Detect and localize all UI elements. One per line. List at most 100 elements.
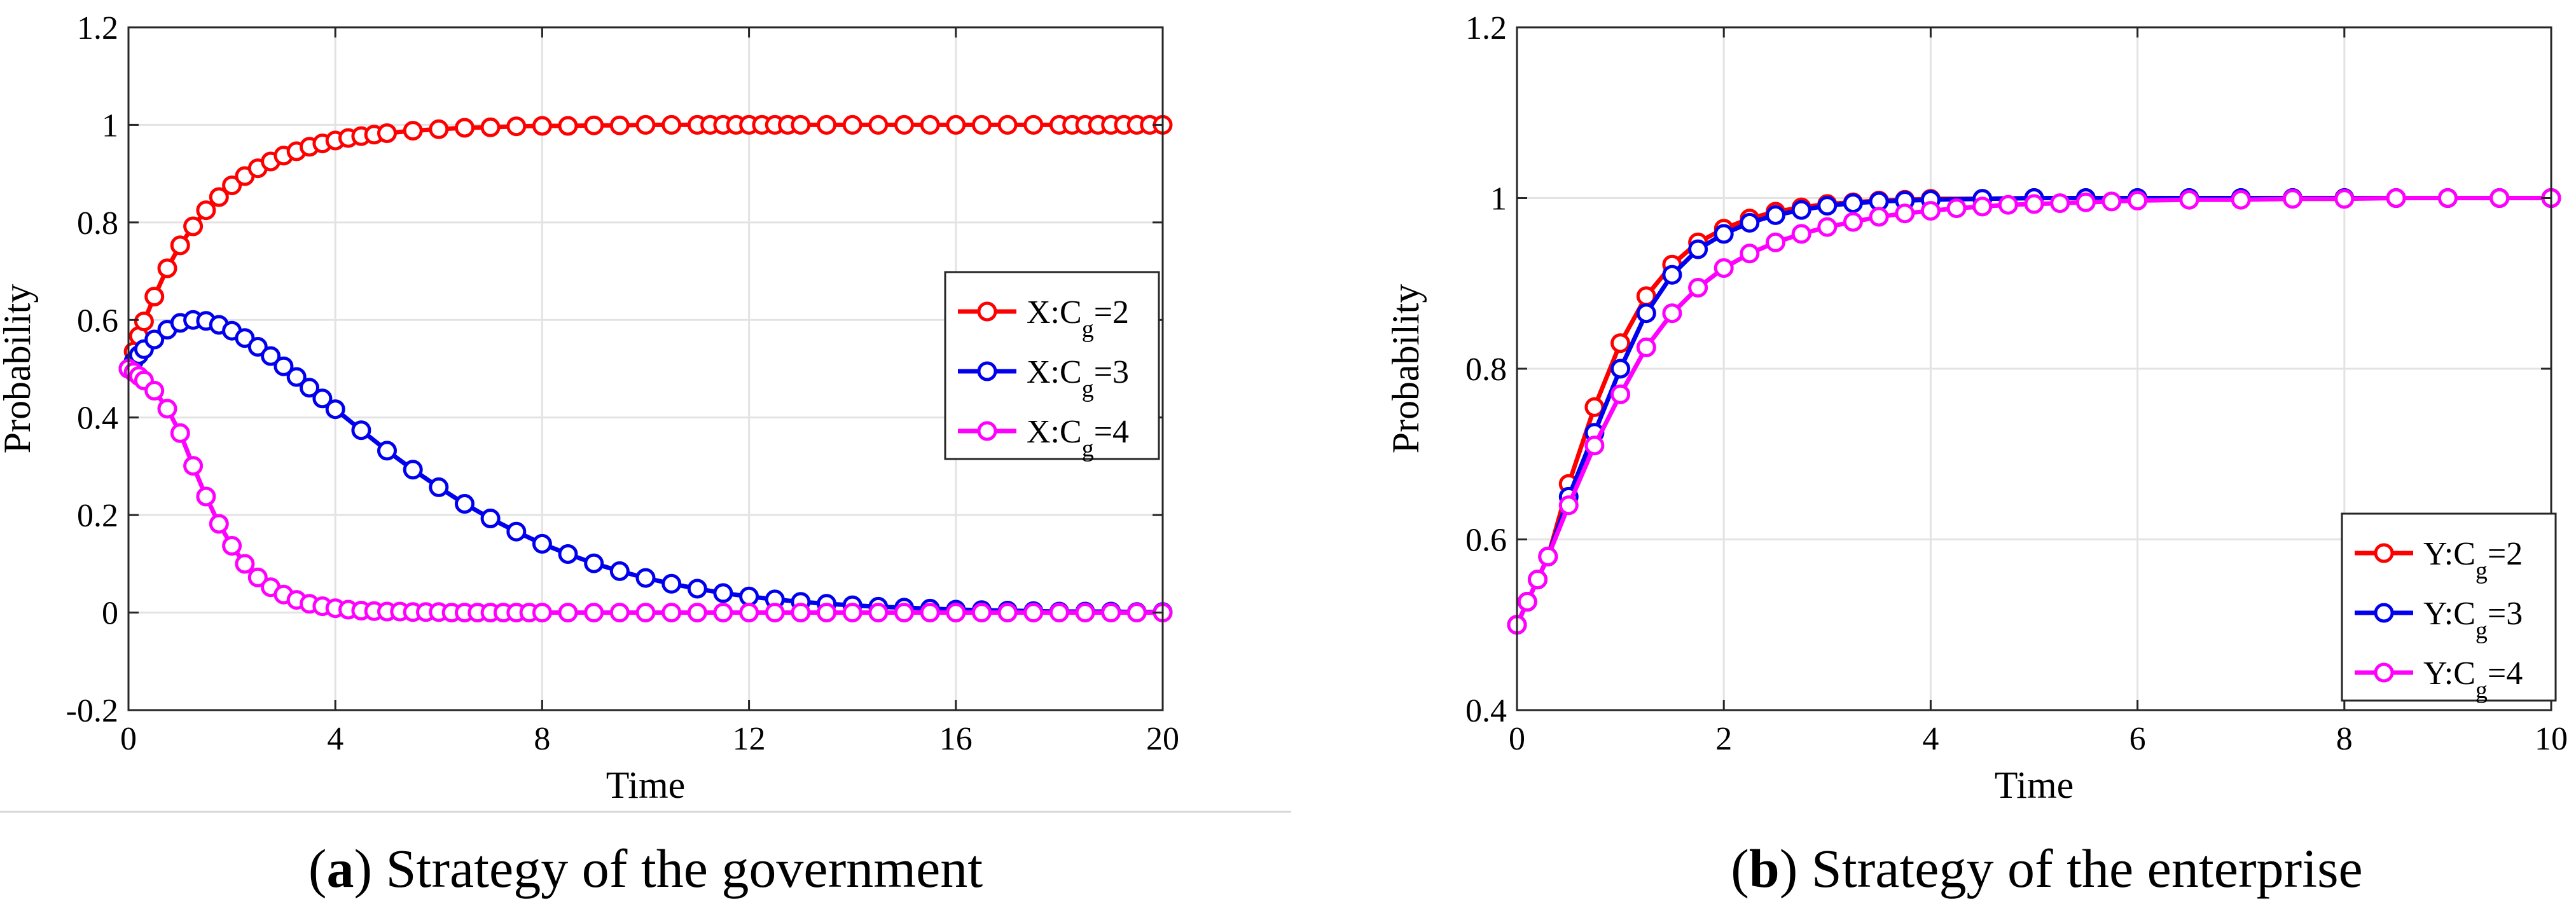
caption-text: Strategy of the enterprise bbox=[1797, 838, 2362, 899]
panel-a-series-1-point bbox=[429, 119, 449, 139]
panel-a-xtick-label: 12 bbox=[733, 721, 766, 757]
panel-a-axes-box bbox=[127, 26, 1164, 711]
panel-a-series-2-point bbox=[558, 544, 578, 564]
panel-a-series-3-point bbox=[971, 603, 992, 623]
legend-subscript: g bbox=[1082, 316, 1094, 343]
legend-name: X:C bbox=[1027, 414, 1082, 450]
panel-a-series-2-point bbox=[584, 553, 604, 573]
legend-value: =2 bbox=[1094, 294, 1129, 331]
panel-b-series-2-point bbox=[1636, 303, 1656, 324]
panel-b-y-axis-label: Probability bbox=[1385, 284, 1427, 454]
panel-b-series-3-point bbox=[1920, 201, 1941, 221]
panel-a-series-1-point bbox=[196, 200, 216, 221]
panel-a-series-1-point bbox=[455, 118, 474, 138]
legend-subscript: g bbox=[2476, 558, 2488, 584]
panel-b-legend-label-1: Y:Cg=2 bbox=[2423, 536, 2523, 584]
panel-a-series-2-point bbox=[403, 460, 423, 480]
legend-value: =2 bbox=[2488, 536, 2523, 572]
panel-a-y-axis-label: Probability bbox=[0, 284, 38, 454]
caption-letter: a bbox=[326, 838, 354, 899]
panel-a-series-1-point bbox=[134, 312, 154, 332]
panel-a-ytick-label: 1 bbox=[102, 107, 118, 144]
panel-b-caption: (b) Strategy of the enterprise bbox=[1731, 838, 2362, 899]
panel-b-series-2-point bbox=[1817, 196, 1838, 216]
panel-a-xtick-label: 0 bbox=[120, 721, 137, 757]
panel-a-series-3-point bbox=[209, 514, 229, 534]
panel-a-series-1-point bbox=[558, 116, 578, 136]
panel-b-series-3-point bbox=[2179, 189, 2199, 210]
panel-b-x-axis-label: Time bbox=[1995, 764, 2074, 806]
panel-a-series-1-point bbox=[971, 114, 992, 135]
panel-b-series-3-point bbox=[1528, 570, 1548, 590]
panel-a-series-3-point bbox=[739, 603, 759, 623]
panel-a-legend-marker-2 bbox=[977, 361, 997, 381]
panel-b-series-3-point bbox=[1817, 217, 1838, 237]
panel-a-series-2-point bbox=[300, 378, 319, 398]
panel-a-x-axis-label: Time bbox=[606, 764, 686, 806]
legend-name: X:C bbox=[1027, 354, 1082, 390]
panel-b-xtick-label: 6 bbox=[2129, 721, 2146, 757]
panel-b-xtick-label: 10 bbox=[2535, 721, 2568, 757]
legend-value: =4 bbox=[2488, 655, 2523, 692]
legend-name: Y:C bbox=[2423, 596, 2476, 632]
panel-b-series-2-point bbox=[1740, 212, 1760, 233]
panel-b-series-3-point bbox=[1869, 207, 1889, 227]
panel-b-legend-marker-1 bbox=[2374, 543, 2394, 563]
panel-b-legend-label-3: Y:Cg=4 bbox=[2423, 655, 2523, 704]
panel-a-series-1-point bbox=[183, 216, 204, 236]
panel-b-ytick-label: 0.4 bbox=[1465, 693, 1507, 729]
panel-b-series-3-point bbox=[2231, 189, 2251, 210]
panel-a-legend-label-1: X:Cg=2 bbox=[1027, 294, 1129, 343]
panel-a-series-1-point bbox=[377, 123, 397, 143]
panel-b-series-3-point bbox=[2075, 192, 2096, 212]
panel-a-series-1-point bbox=[403, 121, 423, 141]
panel-b-series-3-point bbox=[1791, 224, 1811, 244]
panel-b-series-2-point bbox=[1688, 239, 1708, 259]
panel-a-series-2-point bbox=[325, 399, 345, 420]
panel-a: 0 4 8 12 16 20-0.200.20.40.60.811.2TimeProbab… bbox=[0, 10, 1179, 899]
panel-a-series-1-point bbox=[791, 114, 811, 135]
panel-b-xtick-label: 2 bbox=[1715, 721, 1732, 757]
panel-b-series-3-point bbox=[2050, 193, 2070, 214]
caption-text: Strategy of the government bbox=[372, 838, 983, 899]
panel-a-series-2-point bbox=[661, 573, 682, 594]
panel-b-series-2-point bbox=[1662, 264, 1682, 285]
panel-b: 0 2 4 6 8 100.40.60.811.2TimeProbabilityY:Cg=… bbox=[1385, 10, 2568, 899]
panel-b-legend-label-2: Y:Cg=3 bbox=[2423, 596, 2523, 644]
legend-name: Y:C bbox=[2423, 536, 2476, 572]
panel-a-series-3-point bbox=[687, 603, 707, 623]
panel-a-xtick-label: 20 bbox=[1146, 721, 1179, 757]
panel-a-series-2-point bbox=[506, 521, 527, 542]
panel-a-series-3-point bbox=[661, 603, 682, 623]
panel-a-series-1-point bbox=[506, 116, 527, 137]
caption-open-paren: ( bbox=[1731, 838, 1749, 899]
panel-a-legend-marker-3 bbox=[977, 421, 997, 441]
legend-name: X:C bbox=[1027, 294, 1082, 331]
panel-b-series-3-point bbox=[1998, 195, 2018, 215]
panel-b-series-3-point bbox=[2128, 191, 2148, 210]
panel-b-xtick-label: 8 bbox=[2336, 721, 2353, 757]
panel-a-series-3-point bbox=[558, 603, 578, 623]
panel-b-series-3-point bbox=[1740, 243, 1760, 264]
panel-a-series-2-point bbox=[351, 420, 371, 441]
panel-a-series-3-point bbox=[1126, 603, 1147, 623]
panel-b-series-2-point bbox=[1714, 224, 1734, 244]
panel-a-series-1-point bbox=[609, 115, 630, 135]
panel-a-series-2-point bbox=[429, 477, 449, 497]
panel-b-series-3-point bbox=[2489, 188, 2510, 208]
panel-a-series-1-point bbox=[584, 115, 604, 135]
panel-a-series-2-point bbox=[739, 586, 759, 606]
panel-b-series-3-point bbox=[2102, 191, 2122, 212]
panel-a-series-1-point bbox=[817, 114, 837, 135]
panel-a-ytick-label: -0.2 bbox=[66, 693, 118, 729]
panel-b-series-3-point bbox=[1766, 232, 1785, 252]
panel-a-ytick-label: 0.8 bbox=[77, 205, 118, 242]
panel-a-ytick-label: 0.2 bbox=[77, 498, 118, 534]
panel-b-series-3-point bbox=[1843, 212, 1863, 232]
panel-a-series-2-point bbox=[532, 533, 552, 554]
panel-a-ytick-label: 0 bbox=[102, 596, 118, 632]
panel-a-series-3-point bbox=[842, 603, 862, 623]
panel-a-ytick-label: 0.6 bbox=[77, 303, 118, 339]
panel-a-series-1-point bbox=[920, 114, 940, 135]
